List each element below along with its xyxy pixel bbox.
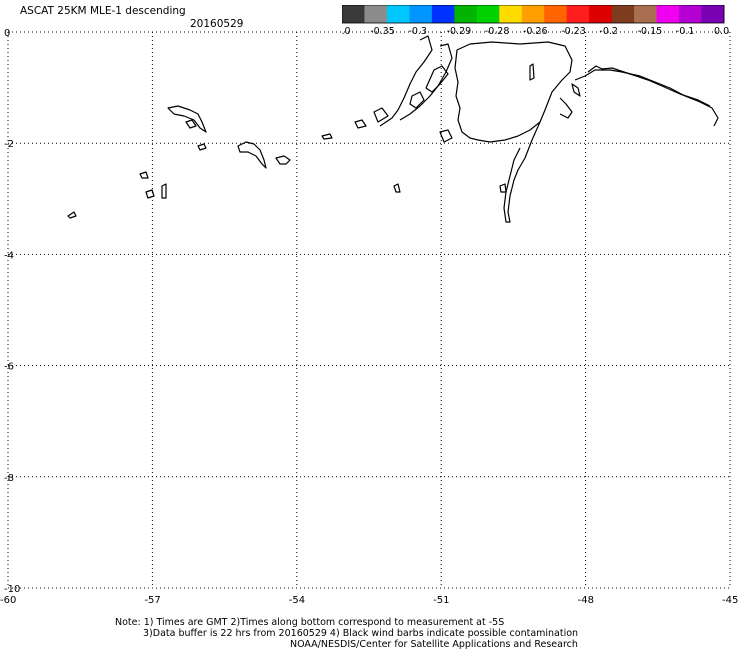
coastline-south-island bbox=[499, 183, 507, 193]
coastline-river bbox=[559, 97, 573, 119]
coastline-east bbox=[574, 69, 719, 127]
coastline-estuary-7 bbox=[321, 133, 333, 140]
colorbar-swatch bbox=[701, 5, 725, 23]
colorbar-frame bbox=[342, 5, 725, 24]
x-tick-label: -60 bbox=[0, 595, 16, 606]
colorbar-label: -0.1 bbox=[676, 26, 695, 37]
colorbar-label: -0.15 bbox=[638, 26, 663, 37]
x-tick-label: -45 bbox=[722, 595, 738, 606]
y-tick-label: -4 bbox=[4, 250, 14, 261]
color-scale-bar: -1.0-0.35-0.3-0.29-0.28-0.26-0.23-0.2-0.… bbox=[342, 5, 729, 37]
coastline-marajo bbox=[454, 41, 573, 143]
y-tick-label: 0 bbox=[4, 28, 10, 39]
colorbar-label: -0.28 bbox=[485, 26, 510, 37]
coastline-east-detail bbox=[587, 65, 711, 107]
coastline-estuary-8 bbox=[439, 129, 453, 143]
colorbar-swatch bbox=[342, 5, 365, 23]
colorbar-swatch bbox=[589, 5, 613, 23]
coastline-estuary-4 bbox=[409, 91, 425, 109]
note-line-1: Note: 1) Times are GMT 2)Times along bot… bbox=[115, 617, 505, 628]
colorbar-swatch bbox=[679, 5, 703, 23]
coastline-estuary-3 bbox=[425, 65, 449, 93]
colorbar-label: -0.26 bbox=[523, 26, 548, 37]
coastline-lake bbox=[529, 63, 535, 81]
x-tick-label: -54 bbox=[289, 595, 305, 606]
y-tick-label: -8 bbox=[4, 473, 14, 484]
island-8 bbox=[161, 183, 167, 199]
y-tick-label: -10 bbox=[4, 584, 20, 595]
plot-date: 20160529 bbox=[190, 18, 244, 30]
colorbar-swatch bbox=[521, 5, 545, 23]
colorbar-swatch bbox=[634, 5, 658, 23]
colorbar-swatch bbox=[656, 5, 680, 23]
colorbar-swatch bbox=[409, 5, 433, 23]
colorbar-swatch bbox=[566, 5, 590, 23]
island-6 bbox=[139, 171, 149, 179]
island-4 bbox=[237, 141, 267, 169]
island-5 bbox=[275, 155, 291, 165]
colorbar-swatch bbox=[454, 5, 478, 23]
y-tick-label: -6 bbox=[4, 362, 14, 373]
colorbar-swatch bbox=[386, 5, 410, 23]
tick-labels: -60 -57 -54 -51 -48 -45 0 -2 -4 -6 -8 -10 bbox=[0, 28, 738, 606]
coastline-estuary-2 bbox=[399, 43, 453, 121]
island-3 bbox=[197, 143, 207, 151]
colorbar-swatch bbox=[364, 5, 388, 23]
coastline-estuary-1 bbox=[379, 35, 433, 127]
y-tick-label: -2 bbox=[4, 139, 14, 150]
coastline-river-2 bbox=[571, 83, 581, 97]
colorbar-swatch bbox=[476, 5, 500, 23]
coastline-estuary-5 bbox=[373, 107, 389, 123]
x-tick-label: -48 bbox=[578, 595, 594, 606]
note-line-2: 3)Data buffer is 22 hrs from 20160529 4)… bbox=[143, 628, 579, 639]
map-plot: -60 -57 -54 -51 -48 -45 0 -2 -4 -6 -8 -10 bbox=[0, 28, 738, 606]
coastline-south bbox=[503, 121, 541, 223]
plot-title: ASCAT 25KM MLE-1 descending bbox=[20, 5, 186, 17]
colorbar-label: -0.23 bbox=[561, 26, 586, 37]
coastline-estuary-6 bbox=[354, 119, 367, 129]
island-10 bbox=[393, 183, 401, 193]
colorbar-swatch bbox=[544, 5, 568, 23]
island-9 bbox=[67, 211, 77, 219]
island-1 bbox=[167, 105, 207, 133]
colorbar-label: 0.0 bbox=[714, 26, 729, 37]
colorbar-label: -0.35 bbox=[370, 26, 395, 37]
colorbar-label: -0.29 bbox=[447, 26, 472, 37]
coastline bbox=[67, 35, 719, 223]
island-7 bbox=[145, 189, 155, 199]
x-tick-label: -51 bbox=[433, 595, 449, 606]
colorbar-label: -0.3 bbox=[408, 26, 427, 37]
island-2 bbox=[185, 119, 197, 129]
grid-lines bbox=[7, 31, 731, 589]
colorbar-swatch bbox=[431, 5, 455, 23]
colorbar-swatch bbox=[499, 5, 523, 23]
colorbar-swatch bbox=[611, 5, 635, 23]
note-line-3: NOAA/NESDIS/Center for Satellite Applica… bbox=[290, 639, 578, 650]
x-tick-label: -57 bbox=[144, 595, 160, 606]
colorbar-label: -1.0 bbox=[342, 26, 351, 37]
